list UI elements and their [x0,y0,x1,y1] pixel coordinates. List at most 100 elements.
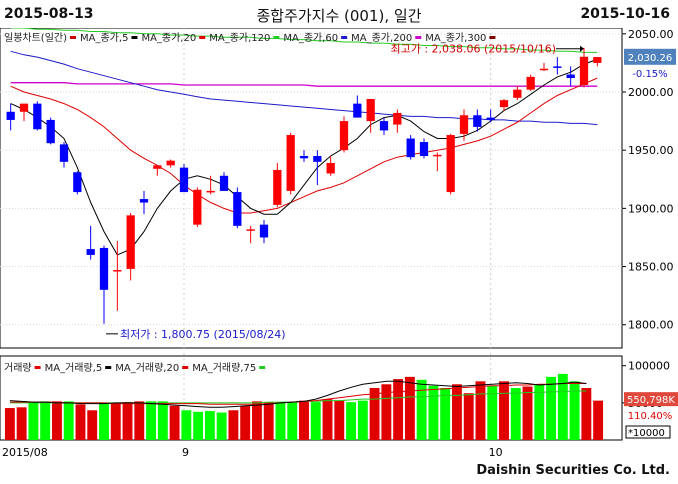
candle-body [233,192,242,226]
x-axis-label: 10 [489,446,503,458]
price-tick-label: 1800.00 [628,319,674,332]
candle-body [579,56,589,86]
candle-body [593,57,602,63]
candle-body [366,98,375,122]
volume-unit-label: *10000 [628,428,665,439]
volume-bar [310,402,321,440]
volume-bar [416,379,427,440]
price-legend-label: MA_종가,120 [209,32,270,44]
candle-body [486,117,495,120]
candle-body [206,190,215,193]
candle-body [446,135,455,193]
volume-bar [369,388,380,440]
candle-body [526,76,535,90]
price-legend-label: MA_종가,5 [80,32,128,44]
volume-bar [204,411,215,440]
price-legend-swatch [489,36,496,39]
volume-bar [322,399,333,440]
volume-legend-label: 거래량 [4,362,32,374]
last-price-label: 2,030.26 [628,53,673,64]
volume-bar [75,404,86,440]
volume-bar [440,388,451,440]
volume-bar [522,386,533,440]
volume-bar [216,412,227,440]
price-panel[interactable] [0,28,623,349]
candle-body [139,199,149,203]
candle-body [179,167,189,193]
price-tick-label: 2000.00 [628,86,674,99]
x-axis-label: 9 [182,446,189,458]
volume-bar [546,376,556,440]
candle-body [313,156,322,162]
candle-body [459,115,469,134]
volume-tick-label: 100000 [628,360,670,373]
candle-body [193,189,202,225]
volume-bar [534,385,545,440]
low-annotation: 최저가 : 1,800.75 (2015/08/24) [120,328,286,341]
price-legend-swatch [273,36,280,39]
candle-body [379,121,389,131]
date-start: 2015-08-13 [4,6,94,22]
volume-ratio-label: 110.40% [628,411,673,422]
volume-bar [28,402,39,440]
candle-body [553,66,562,68]
volume-bar [357,400,368,440]
candle-body [259,224,269,238]
ma5-line [10,58,598,256]
last-price-box [624,48,676,65]
volume-legend-label: MA_거래량,20 [115,362,179,374]
volume-bar [393,379,404,440]
price-legend-label: MA_종가,60 [283,32,338,44]
candle-body [126,215,135,269]
candle-body [473,115,482,127]
volume-bar [146,401,156,440]
volume-bar [252,401,262,440]
volume-bar [475,381,486,440]
volume-bar [193,411,204,440]
chart-area[interactable]: 2050.00 2000.00 1950.00 1900.00 1850.00 1800.… [0,28,678,458]
price-legend-label: 일봉차트(일간) [4,32,67,44]
candle-body [273,169,282,205]
volume-bar [487,385,498,440]
candle-body [246,229,255,231]
ma200-line [10,82,598,87]
candle-body [339,121,349,151]
candle-body [219,175,229,191]
price-tick-label: 1900.00 [628,202,674,215]
volume-bar [463,393,474,440]
volume-legend-swatch [182,366,189,369]
volume-legend-swatch [105,366,112,369]
volume-bar [593,400,604,440]
volume-bar [381,384,392,440]
volume-bar [287,402,298,440]
high-annotation: 최고가 : 2,038.06 (2015/10/16) [390,43,556,56]
candle-body [46,119,55,144]
candle-body [166,160,175,166]
candle-body [299,156,309,159]
price-change-label: -0.15% [632,69,667,80]
candle-body [406,138,415,158]
volume-legend-label: MA_거래량,75 [192,362,256,374]
volume-bar [99,402,109,440]
candle-body [393,112,402,125]
volume-bar [299,400,309,440]
chart-title: 종합주가지수 (001), 일간 [256,7,422,25]
last-volume-box [624,392,678,407]
volume-bar [228,410,239,440]
price-legend-label: MA_종가,20 [141,32,196,44]
candle-body [33,103,42,130]
volume-bar [581,388,592,440]
candle-body [566,74,575,79]
candle-body [539,68,549,71]
volume-bar [510,388,521,440]
ma20-line [10,77,598,214]
volume-bar [87,410,98,440]
x-axis-label: 2015/08 [2,446,48,458]
volume-bar [122,402,133,440]
volume-bar [428,385,439,440]
price-tick-label: 1850.00 [628,261,674,274]
candle-body [59,144,69,162]
volume-bar [169,405,180,440]
ma120-line [10,28,598,53]
high-arrowhead [580,45,584,52]
